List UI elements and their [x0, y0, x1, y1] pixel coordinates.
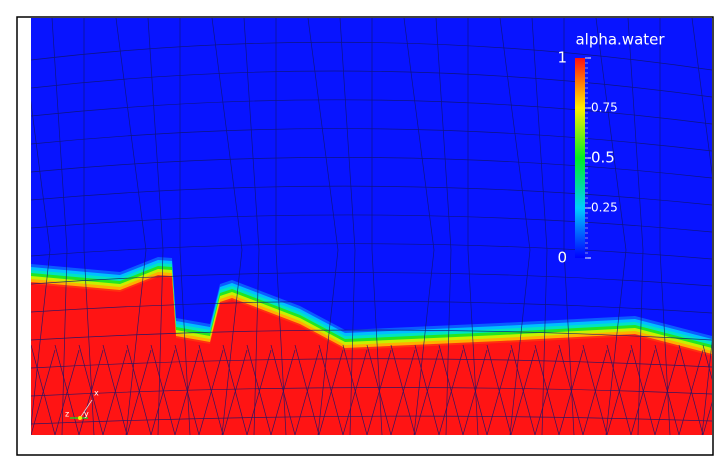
legend-tick-label: 0.75 [591, 101, 618, 115]
legend-tick-label: 0 [557, 249, 567, 267]
legend-tick-label: 0.5 [591, 149, 615, 167]
axis-z-label: z [65, 410, 69, 419]
color-bar [575, 58, 585, 258]
legend-title: alpha.water [575, 31, 665, 49]
legend-tick-label: 1 [557, 49, 567, 67]
axis-y-label: y [84, 410, 89, 419]
axis-x-label: x [94, 389, 99, 398]
field [20, 18, 722, 440]
render-view: alpha.water 1 0.75 0.5 0.25 0 x z y [0, 0, 722, 469]
legend-tick-label: 0.25 [591, 201, 618, 215]
